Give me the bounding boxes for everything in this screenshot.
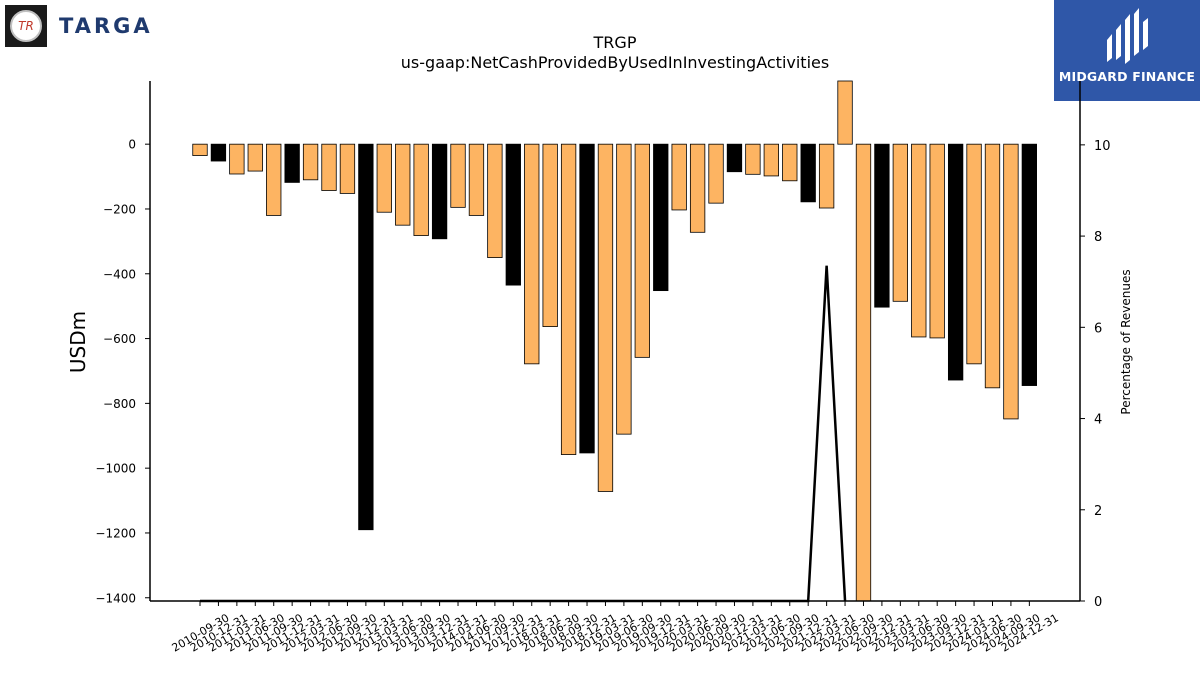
x-axis-ticks: 2010-09-302010-12-312011-03-312011-06-30… [170,601,1061,655]
y-tick-label: −600 [103,332,136,346]
bar [708,143,724,204]
bar [616,143,632,435]
bar [929,143,945,339]
bar [800,143,816,203]
y-tick-label: −1200 [95,526,136,540]
bar [266,143,282,216]
bar [966,143,982,365]
bar [837,80,853,145]
bar [247,143,263,172]
bar [947,143,964,381]
y-tick-label: −400 [103,267,136,281]
y-tick-label: −200 [103,202,136,216]
bar [192,143,208,156]
bar [431,143,448,240]
bar [524,143,540,365]
y2-tick-label: 10 [1094,139,1111,154]
midgard-logo: MIDGARD FINANCE [1054,0,1200,101]
chart-subtitle: us-gaap:NetCashProvidedByUsedInInvesting… [401,53,829,72]
bar [1021,143,1037,386]
midgard-brand-text: MIDGARD FINANCE [1058,69,1196,84]
bar [818,143,835,209]
y-tick-label: −1400 [95,591,136,605]
revenue-pct-line-series [200,265,847,603]
y2-tick-label: 2 [1094,504,1102,519]
chart-title: TRGP [593,33,637,52]
y2-tick-label: 8 [1094,230,1102,245]
bar [597,143,614,492]
bar [413,143,429,236]
targa-emblem-icon: TR [10,10,42,42]
line-path [200,265,847,603]
bar [339,143,356,194]
y2-axis-label: Percentage of Revenues [1119,269,1133,414]
bar [395,143,411,226]
bar [634,143,650,358]
bar [874,143,890,308]
bar [560,143,577,455]
axes [149,81,1081,602]
targa-emblem-text: TR [18,19,34,33]
bar [689,143,706,233]
targa-brand-text: TARGA [59,14,153,38]
bar [284,143,300,183]
y2-tick-label: 4 [1094,413,1102,428]
y-tick-label: −800 [103,397,136,411]
targa-logo: TR TARGA [5,4,153,48]
y-axis-ticks: 0 −200 −400 −600 −800 −1000 −1200 −1400 [95,138,150,605]
bar [487,143,503,258]
y2-tick-label: 6 [1094,321,1102,336]
bar [468,143,485,216]
bar [911,143,927,338]
y2-tick-label: 0 [1094,595,1102,610]
bar [855,143,872,602]
bar [726,143,743,173]
bar [745,143,761,175]
bar [984,143,1001,389]
bar [302,143,319,181]
bar [579,143,595,454]
bar [763,143,779,177]
y-tick-label: −1000 [95,462,136,476]
bar [358,143,374,531]
bar [376,143,392,213]
bar [892,143,908,302]
midgard-emblem-icon [1107,8,1148,64]
y-tick-label: 0 [128,138,136,152]
y2-axis-ticks: 0 2 4 6 8 10 [1080,139,1111,610]
bar [505,143,521,286]
bar [450,143,466,208]
y-axis-label: USDm [66,311,90,373]
bar [321,143,337,191]
bar [1003,143,1019,420]
bar [229,143,245,175]
bar-series [192,80,1037,602]
bar [653,143,669,292]
bar [542,143,558,327]
bar [671,143,687,211]
bar [210,143,227,162]
bar [782,143,798,182]
targa-emblem: TR [5,5,47,47]
